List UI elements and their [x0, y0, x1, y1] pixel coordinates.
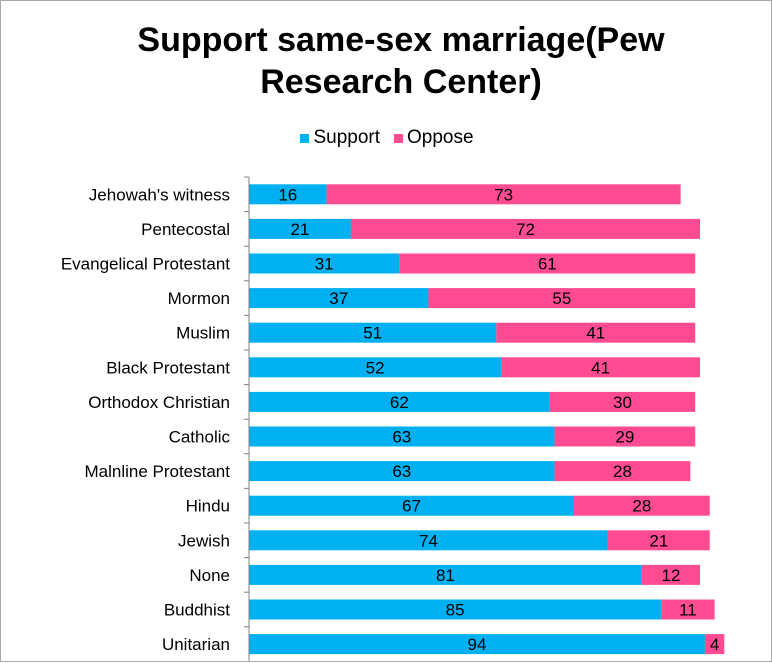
legend-item-oppose: Oppose	[394, 127, 474, 149]
bar-oppose-mormon	[428, 288, 696, 309]
chart-title: Support same-sex marriage(Pew Research C…	[61, 19, 741, 103]
category-label-catholic: Catholic	[169, 428, 231, 447]
data-label-oppose-black-protestant: 41	[591, 358, 610, 377]
data-label-support-jehowah-s-witness: 16	[278, 185, 297, 204]
data-label-support-muslim: 51	[363, 324, 382, 343]
bar-support-orthodox-christian	[249, 391, 550, 412]
bar-support-pentecostal	[249, 218, 351, 239]
chart-title-line-1: Support same-sex marriage(Pew	[137, 21, 665, 59]
category-label-hindu: Hindu	[186, 497, 230, 516]
data-label-support-black-protestant: 52	[366, 358, 385, 377]
data-label-support-hindu: 67	[402, 497, 421, 516]
legend-swatch-support	[300, 133, 310, 143]
data-label-oppose-unitarian: 4	[710, 635, 719, 654]
bar-support-mormon	[249, 288, 429, 309]
bar-oppose-orthodox-christian	[549, 391, 696, 412]
category-label-malnline-protestant: Malnline Protestant	[84, 462, 230, 481]
category-label-unitarian: Unitarian	[162, 635, 230, 654]
bar-oppose-muslim	[496, 322, 696, 343]
data-label-oppose-hindu: 28	[632, 497, 651, 516]
bar-oppose-pentecostal	[350, 218, 701, 239]
bar-oppose-unitarian	[704, 634, 725, 655]
category-label-black-protestant: Black Protestant	[106, 358, 230, 377]
category-label-pentecostal: Pentecostal	[141, 220, 230, 239]
data-label-oppose-orthodox-christian: 30	[613, 393, 632, 412]
bar-support-evangelical-protestant	[249, 253, 400, 274]
bar-support-jewish	[249, 530, 608, 551]
data-label-oppose-buddhist: 11	[679, 601, 697, 620]
bar-oppose-catholic	[554, 426, 696, 447]
data-label-support-unitarian: 94	[467, 635, 486, 654]
bar-support-buddhist	[249, 599, 662, 620]
bar-support-unitarian	[249, 634, 705, 655]
bar-oppose-black-protestant	[501, 357, 701, 378]
category-label-evangelical-protestant: Evangelical Protestant	[61, 255, 230, 274]
chart-legend: Support Oppose	[1, 127, 772, 149]
data-label-oppose-catholic: 29	[615, 428, 634, 447]
category-label-none: None	[189, 566, 230, 585]
bar-support-black-protestant	[249, 357, 502, 378]
legend-label-oppose: Oppose	[407, 127, 474, 148]
bar-support-malnline-protestant	[249, 461, 555, 482]
data-label-oppose-pentecostal: 72	[516, 220, 535, 239]
category-label-buddhist: Buddhist	[164, 601, 230, 620]
data-label-oppose-mormon: 55	[552, 289, 571, 308]
bar-oppose-jehowah-s-witness	[326, 184, 681, 205]
data-label-oppose-malnline-protestant: 28	[613, 462, 632, 481]
bar-support-muslim	[249, 322, 497, 343]
data-label-oppose-evangelical-protestant: 61	[538, 255, 557, 274]
bar-oppose-malnline-protestant	[554, 461, 691, 482]
data-label-support-buddhist: 85	[446, 601, 465, 620]
bar-support-none	[249, 564, 642, 585]
data-label-support-jewish: 74	[419, 531, 438, 550]
category-label-jehowah-s-witness: Jehowah's witness	[89, 185, 230, 204]
bar-support-hindu	[249, 495, 574, 516]
bar-support-catholic	[249, 426, 555, 447]
data-label-oppose-none: 12	[661, 566, 680, 585]
legend-label-support: Support	[313, 127, 380, 148]
bar-oppose-jewish	[607, 530, 710, 551]
data-label-support-evangelical-protestant: 31	[315, 255, 334, 274]
category-label-mormon: Mormon	[168, 289, 230, 308]
bar-oppose-none	[641, 564, 701, 585]
bar-oppose-buddhist	[661, 599, 715, 620]
data-label-support-malnline-protestant: 63	[392, 462, 411, 481]
legend-swatch-oppose	[394, 133, 403, 143]
category-label-muslim: Muslim	[176, 324, 230, 343]
data-label-support-none: 81	[436, 566, 455, 585]
data-label-support-mormon: 37	[329, 289, 348, 308]
legend-item-support: Support	[300, 127, 380, 149]
data-label-oppose-jehowah-s-witness: 73	[494, 185, 513, 204]
chart-title-line-2: Research Center)	[260, 63, 542, 101]
data-label-support-catholic: 63	[392, 428, 411, 447]
data-label-support-orthodox-christian: 62	[390, 393, 409, 412]
data-label-support-pentecostal: 21	[290, 220, 309, 239]
category-label-orthodox-christian: Orthodox Christian	[88, 393, 230, 412]
bar-oppose-evangelical-protestant	[399, 253, 696, 274]
data-label-oppose-muslim: 41	[586, 324, 605, 343]
data-label-oppose-jewish: 21	[649, 531, 668, 550]
bar-oppose-hindu	[573, 495, 710, 516]
category-label-jewish: Jewish	[178, 531, 230, 550]
bar-support-jehowah-s-witness	[249, 184, 327, 205]
